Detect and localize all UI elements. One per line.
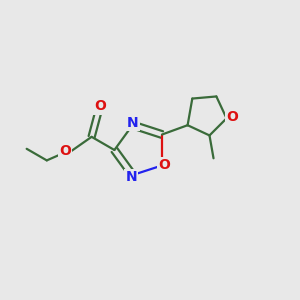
Text: N: N xyxy=(127,116,138,130)
Text: O: O xyxy=(226,110,238,124)
Text: O: O xyxy=(59,144,71,158)
Text: N: N xyxy=(125,170,137,184)
Text: O: O xyxy=(158,158,170,172)
Text: O: O xyxy=(94,100,106,113)
